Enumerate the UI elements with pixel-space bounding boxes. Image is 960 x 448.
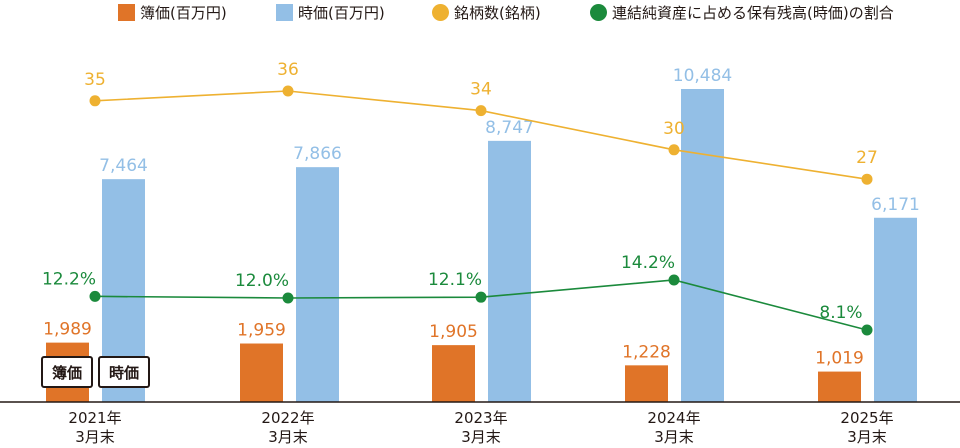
point-ratio-label-1: 12.0% <box>235 271 289 291</box>
point-stock-count-label-0: 35 <box>84 70 106 90</box>
bar-market-value-3 <box>681 89 724 402</box>
legend-label-market-value: 時価(百万円) <box>298 4 385 22</box>
point-ratio-label-4: 8.1% <box>819 303 862 323</box>
bar-market-value-4 <box>874 217 917 402</box>
bar-book-value-label-0: 1,989 <box>43 320 92 340</box>
point-ratio-3 <box>668 274 680 286</box>
inline-label-market-value: 時価 <box>109 364 139 382</box>
point-stock-count-label-2: 34 <box>470 80 492 100</box>
inline-label-book-value: 簿価 <box>52 364 82 382</box>
bar-market-value-label-4: 6,171 <box>871 195 920 215</box>
legend-item-ratio: 連結純資産に占める保有残高(時価)の割合 <box>590 2 894 23</box>
legend-label-stock-count: 銘柄数(銘柄) <box>454 4 541 22</box>
point-stock-count-label-4: 27 <box>856 148 878 168</box>
bar-book-value-1 <box>240 343 283 402</box>
x-tick-label-year-0: 2021年 <box>68 409 121 427</box>
legend-swatch-ratio <box>590 4 607 21</box>
legend-swatch-market-value <box>276 4 293 21</box>
legend-swatch-stock-count <box>432 4 449 21</box>
point-stock-count-3 <box>668 144 680 156</box>
point-ratio-2 <box>475 291 487 303</box>
x-tick-label-month-3: 3月末 <box>654 428 694 446</box>
legend-item-book-value: 簿価(百万円) <box>118 2 227 23</box>
bar-market-value-label-0: 7,464 <box>99 156 148 176</box>
inline-label-book-value-box <box>41 356 93 388</box>
bar-market-value-label-1: 7,866 <box>293 144 342 164</box>
inline-label-market-value-box <box>98 356 150 388</box>
x-tick-label-month-2: 3月末 <box>461 428 501 446</box>
x-tick-label-year-4: 2025年 <box>840 409 893 427</box>
point-stock-count-2 <box>475 105 487 117</box>
bar-book-value-label-2: 1,905 <box>429 322 478 342</box>
point-ratio-1 <box>282 292 294 304</box>
legend-item-market-value: 時価(百万円) <box>276 2 385 23</box>
bar-book-value-4 <box>818 371 861 402</box>
legend-swatch-book-value <box>118 4 135 21</box>
point-stock-count-label-3: 30 <box>663 119 685 139</box>
point-stock-count-4 <box>861 173 873 185</box>
x-tick-label-year-3: 2024年 <box>647 409 700 427</box>
point-stock-count-1 <box>282 85 294 97</box>
x-tick-label-year-1: 2022年 <box>261 409 314 427</box>
legend-label-book-value: 簿価(百万円) <box>140 4 227 22</box>
bar-book-value-label-4: 1,019 <box>815 349 864 369</box>
bar-market-value-label-2: 8,747 <box>485 118 534 138</box>
point-ratio-0 <box>89 290 101 302</box>
bar-book-value-3 <box>625 365 668 402</box>
x-tick-label-month-0: 3月末 <box>75 428 115 446</box>
bar-book-value-label-3: 1,228 <box>622 342 671 362</box>
line-stock-count <box>94 90 868 180</box>
legend-label-ratio: 連結純資産に占める保有残高(時価)の割合 <box>612 4 894 22</box>
x-tick-label-year-2: 2023年 <box>454 409 507 427</box>
point-stock-count-label-1: 36 <box>277 60 299 80</box>
bar-market-value-1 <box>296 167 339 402</box>
x-tick-label-month-4: 3月末 <box>847 428 887 446</box>
point-ratio-label-3: 14.2% <box>621 253 675 273</box>
x-tick-label-month-1: 3月末 <box>268 428 308 446</box>
bar-market-value-label-3: 10,484 <box>673 66 732 86</box>
point-stock-count-0 <box>89 95 101 107</box>
point-ratio-label-2: 12.1% <box>428 270 482 290</box>
point-ratio-4 <box>861 324 873 336</box>
bar-market-value-2 <box>488 140 531 403</box>
legend: 簿価(百万円) 時価(百万円) 銘柄数(銘柄) 連結純資産に占める保有残高(時価… <box>0 2 960 28</box>
legend-item-stock-count: 銘柄数(銘柄) <box>432 2 541 23</box>
point-ratio-label-0: 12.2% <box>42 269 96 289</box>
bar-book-value-label-1: 1,959 <box>237 321 286 341</box>
bar-book-value-2 <box>432 345 475 402</box>
